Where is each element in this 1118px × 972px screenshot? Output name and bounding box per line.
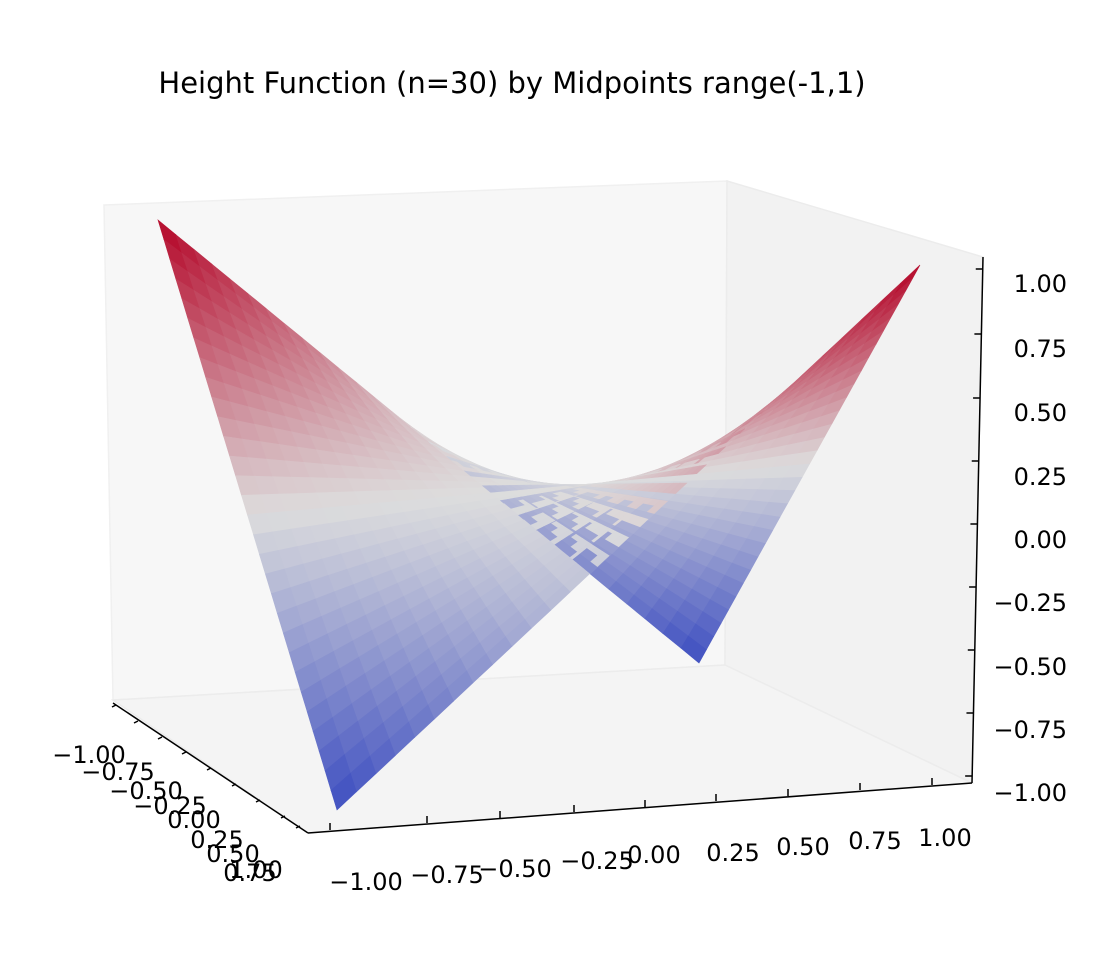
y-tick [255,799,261,803]
y-tick-label: −1.00 [52,741,126,769]
x-tick-label: 0.50 [776,833,829,861]
y-tick [181,751,187,755]
y-tick [231,783,237,787]
x-tick-label: −0.50 [478,855,552,883]
y-tick-label: −0.25 [133,792,207,820]
y-tick [157,736,163,740]
z-tick-label: 0.00 [1014,526,1067,554]
y-tick-label: −0.50 [109,777,183,805]
x-axis-line [307,782,973,834]
x-tick-label: 0.00 [627,841,680,869]
z-tick-label: 0.50 [1014,399,1067,427]
y-tick [206,767,212,771]
x-tick-label: 1.00 [918,824,971,852]
y-tick-label: 0.25 [190,826,243,854]
z-tick-label: −0.50 [993,653,1067,681]
x-tick-label: −0.75 [410,861,484,889]
x-tick-label: −1.00 [329,868,403,896]
axis-ticks [111,268,983,830]
z-tick-label: −0.75 [993,716,1067,744]
x-tick-label: 0.25 [706,839,759,867]
y-tick [295,825,301,829]
y-tick-label: 0.75 [223,859,276,887]
y-tick [280,815,286,819]
axis-tick-labels: −1.00 −0.75−0.50 −0.250.00 0.25 0.50 0.75 1.00… [52,270,1067,896]
x-tick-label: 0.75 [848,827,901,855]
chart-title: Height Function (n=30) by Midpoints rang… [158,66,865,100]
y-tick-label: 1.00 [229,856,282,884]
z-tick-label: 1.00 [1014,270,1067,298]
z-axis-line [971,256,984,784]
surface-mesh [157,219,921,811]
z-tick-label: 0.75 [1014,335,1067,363]
y-tick [111,704,117,708]
z-tick-label: −1.00 [993,779,1067,807]
y-tick-label: −0.75 [81,758,155,786]
z-tick-label: 0.25 [1014,463,1067,491]
y-tick-label: 0.00 [167,806,220,834]
x-tick-label: −0.25 [560,847,634,875]
y-tick-label: 0.50 [206,840,259,868]
surface-cell [330,772,357,811]
y-tick [133,720,139,724]
z-tick-label: −0.25 [993,589,1067,617]
surface-cell [680,635,707,664]
